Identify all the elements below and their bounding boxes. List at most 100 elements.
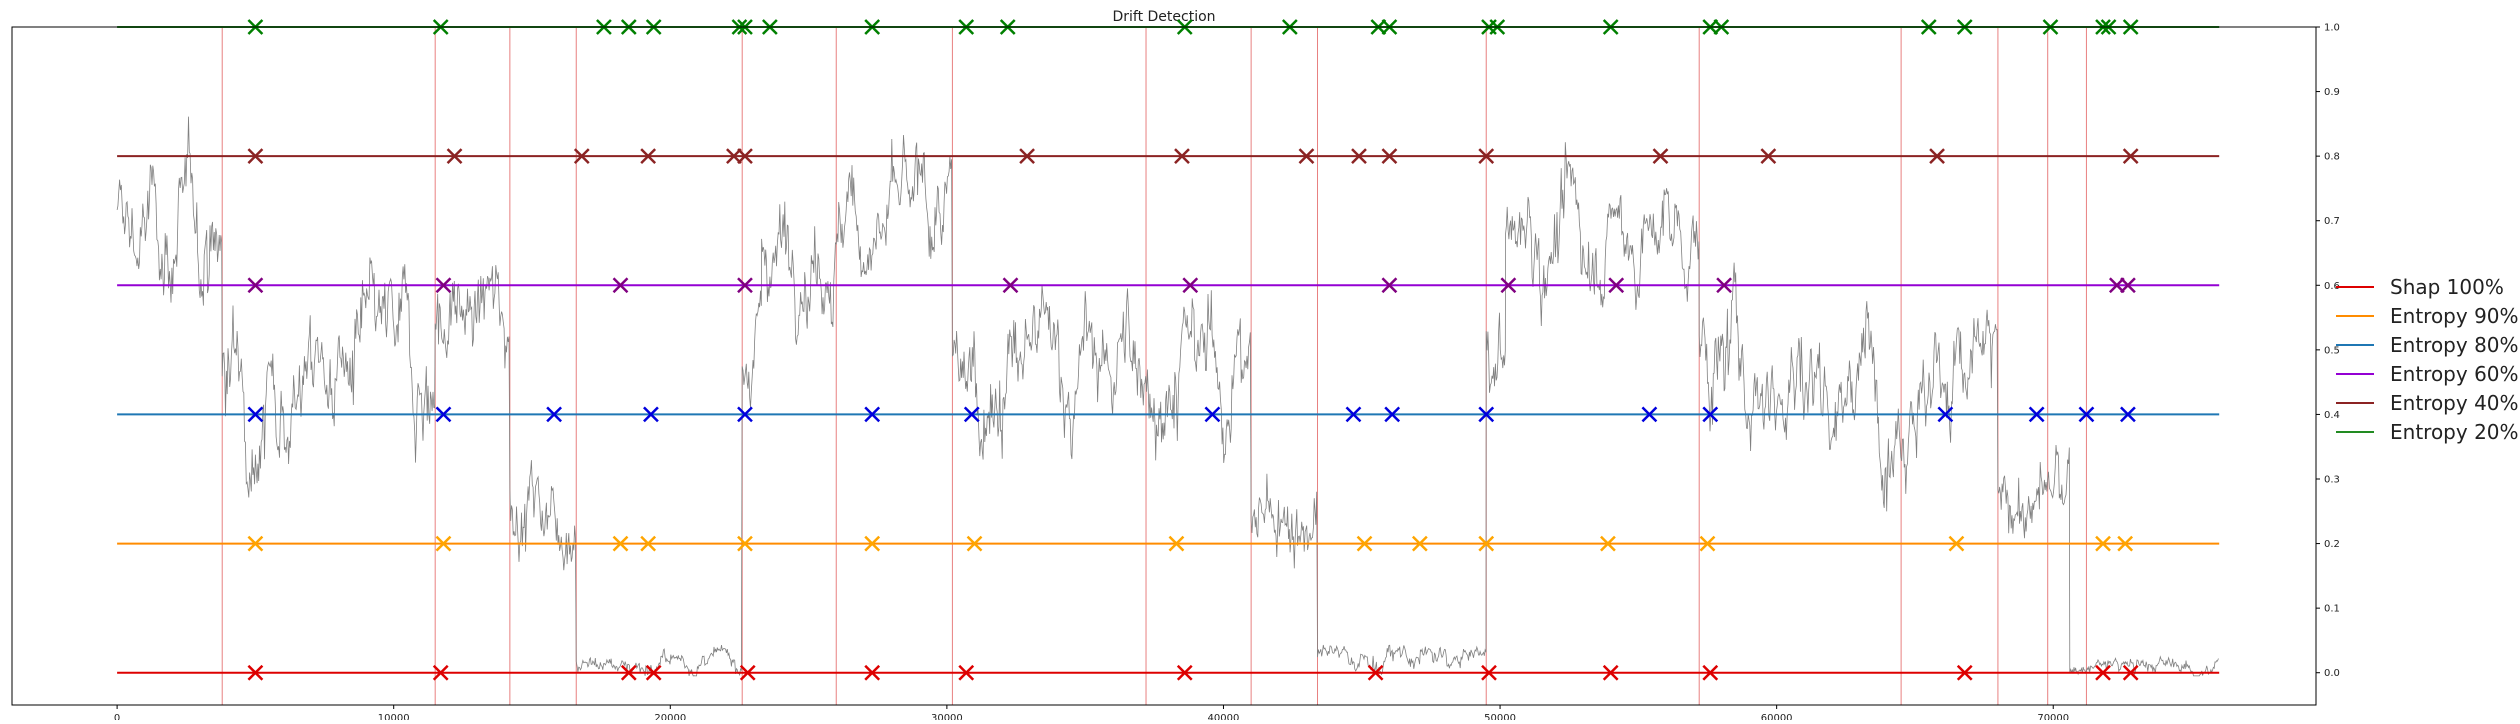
- detection-marker-entropy-90-14: [2095, 535, 2111, 552]
- detection-marker-entropy-90-2: [612, 535, 629, 552]
- detection-marker-entropy-80-15: [2078, 406, 2095, 423]
- marker-stroke: [2095, 664, 2111, 681]
- detection-marker-shap-100-1: [432, 664, 449, 681]
- x-tick-label: 10000: [378, 713, 410, 720]
- detection-marker-entropy-80-4: [737, 406, 753, 423]
- detection-marker-entropy-80-10: [1478, 406, 1495, 423]
- marker-stroke: [1174, 148, 1190, 165]
- marker-stroke: [2120, 406, 2136, 423]
- marker-stroke: [1608, 277, 1625, 294]
- detection-marker-entropy-90-4: [737, 535, 753, 552]
- marker-stroke: [958, 664, 975, 681]
- marker-stroke: [640, 148, 657, 165]
- y-tick-label: 0.9: [2324, 87, 2340, 98]
- legend-item-entropy-40: Entropy 40%: [2336, 391, 2519, 415]
- detection-marker-entropy-40-1: [446, 148, 463, 165]
- detection-marker-entropy-60-6: [1381, 277, 1398, 294]
- marker-stroke: [1602, 664, 1619, 681]
- marker-stroke: [737, 148, 753, 165]
- signal-line: [116, 116, 2219, 677]
- marker-stroke: [1760, 148, 1777, 165]
- legend-label: Entropy 40%: [2390, 391, 2519, 415]
- legend-label: Entropy 90%: [2390, 304, 2519, 328]
- detection-marker-entropy-90-7: [1168, 535, 1185, 552]
- marker-stroke: [1500, 277, 1517, 294]
- detection-marker-shap-100-4: [739, 664, 756, 681]
- marker-stroke: [435, 406, 452, 423]
- y-tick-label: 0.6: [2324, 281, 2340, 292]
- detection-marker-entropy-90-0: [247, 535, 264, 552]
- detection-marker-entropy-60-7: [1500, 277, 1517, 294]
- detection-marker-shap-100-6: [958, 664, 975, 681]
- detection-marker-entropy-80-5: [864, 406, 881, 423]
- marker-stroke: [643, 406, 659, 423]
- marker-stroke: [1937, 406, 1954, 423]
- marker-stroke: [1356, 535, 1373, 552]
- marker-stroke: [966, 535, 983, 552]
- detection-marker-entropy-80-0: [247, 406, 264, 423]
- marker-stroke: [573, 148, 590, 165]
- marker-stroke: [1641, 406, 1658, 423]
- marker-stroke: [864, 406, 881, 423]
- detection-markers-layer: [247, 19, 2139, 681]
- marker-stroke: [1702, 664, 1719, 681]
- marker-stroke: [2117, 535, 2134, 552]
- detection-marker-entropy-40-12: [1652, 148, 1669, 165]
- detection-marker-entropy-90-1: [435, 535, 452, 552]
- marker-stroke: [1956, 664, 1973, 681]
- legend-item-entropy-60: Entropy 60%: [2336, 362, 2519, 386]
- plot-frame: [11, 26, 2317, 706]
- legend-item-entropy-80: Entropy 80%: [2336, 333, 2519, 357]
- legend-label: Entropy 60%: [2390, 362, 2519, 386]
- detection-marker-entropy-90-12: [1699, 535, 1716, 552]
- detection-marker-entropy-90-15: [2117, 535, 2134, 552]
- y-tick-label: 0.0: [2324, 668, 2340, 679]
- detection-marker-shap-100-10: [1602, 664, 1619, 681]
- detection-marker-entropy-80-6: [963, 406, 980, 423]
- legend-label: Shap 100%: [2390, 275, 2504, 299]
- marker-stroke: [737, 406, 753, 423]
- marker-stroke: [1002, 277, 1019, 294]
- detection-marker-entropy-40-6: [1019, 148, 1035, 165]
- y-tick-label: 0.7: [2324, 216, 2340, 227]
- detection-marker-entropy-80-11: [1641, 406, 1658, 423]
- marker-stroke: [1367, 664, 1384, 681]
- detection-marker-shap-100-9: [1481, 664, 1497, 681]
- marker-stroke: [864, 664, 881, 681]
- chart-title: Drift Detection: [1112, 9, 1215, 25]
- marker-stroke: [739, 664, 756, 681]
- detection-marker-entropy-80-1: [435, 406, 452, 423]
- series-lines-layer: [117, 26, 2220, 674]
- marker-stroke: [1702, 406, 1719, 423]
- legend: Shap 100% Entropy 90% Entropy 80% Entropy 6…: [2336, 275, 2519, 444]
- marker-stroke: [1478, 148, 1495, 165]
- detection-marker-entropy-40-10: [1381, 148, 1398, 165]
- detection-marker-entropy-90-8: [1356, 535, 1373, 552]
- marker-stroke: [1699, 535, 1716, 552]
- marker-stroke: [2122, 148, 2139, 165]
- detection-marker-entropy-80-9: [1384, 406, 1401, 423]
- detection-marker-entropy-60-4: [1002, 277, 1019, 294]
- y-tick-label: 1.0: [2324, 23, 2340, 34]
- detection-marker-entropy-80-12: [1702, 406, 1719, 423]
- detection-marker-entropy-90-10: [1478, 535, 1495, 552]
- marker-stroke: [432, 664, 449, 681]
- marker-stroke: [612, 277, 629, 294]
- marker-stroke: [247, 148, 264, 165]
- x-tick-label: 60000: [1761, 713, 1793, 720]
- detection-marker-entropy-80-14: [2028, 406, 2045, 423]
- marker-stroke: [737, 535, 753, 552]
- y-tick-label: 0.4: [2324, 410, 2340, 421]
- marker-stroke: [247, 277, 264, 294]
- detection-marker-entropy-80-16: [2120, 406, 2136, 423]
- marker-stroke: [1929, 148, 1945, 165]
- marker-stroke: [1381, 148, 1398, 165]
- y-tick-label: 0.2: [2324, 539, 2340, 550]
- detection-marker-shap-100-13: [2095, 664, 2111, 681]
- detection-marker-entropy-60-9: [1716, 277, 1732, 294]
- detection-marker-shap-100-14: [2122, 664, 2139, 681]
- detection-marker-entropy-90-5: [864, 535, 881, 552]
- detection-marker-entropy-40-13: [1760, 148, 1777, 165]
